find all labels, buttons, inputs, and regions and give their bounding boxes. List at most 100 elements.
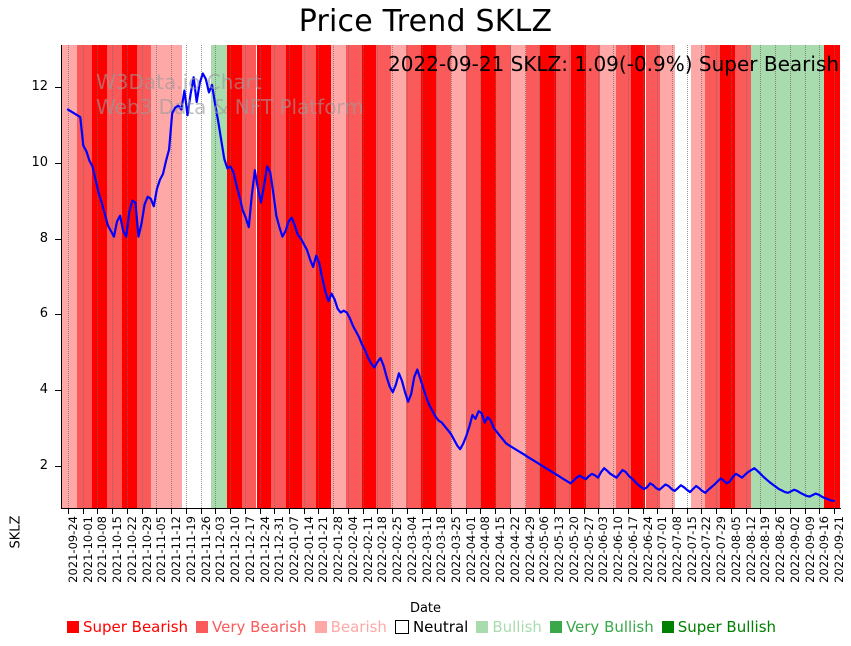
x-axis-tick-mark — [421, 509, 423, 514]
x-axis-tick-label: 2022-08-19 — [758, 516, 773, 583]
y-axis-tick-label: 10 — [31, 154, 48, 170]
x-axis-tick-mark — [362, 509, 364, 514]
gridline — [834, 45, 835, 508]
gridline — [819, 45, 821, 508]
y-axis-tick-label: 4 — [39, 382, 48, 398]
x-axis-tick-label: 2021-11-05 — [154, 516, 169, 583]
legend-item[interactable]: Very Bearish — [196, 618, 307, 636]
gridline — [215, 45, 217, 508]
gridline — [671, 45, 673, 508]
x-axis-tick-mark — [642, 509, 644, 514]
x-axis-tick-mark — [583, 509, 585, 514]
x-axis-tick-label: 2021-11-19 — [183, 516, 198, 583]
sentiment-band — [151, 45, 168, 508]
x-axis-tick-label: 2021-10-08 — [95, 516, 110, 583]
gridline — [760, 45, 762, 508]
gridline — [156, 45, 158, 508]
x-axis-tick-mark — [97, 509, 99, 514]
y-axis-tick-mark — [55, 466, 61, 468]
x-axis-tick-label: 2022-09-02 — [787, 516, 802, 583]
vertical-gridlines — [62, 45, 840, 508]
gridline — [274, 45, 276, 508]
gridline — [627, 45, 629, 508]
legend-swatch-icon — [476, 621, 489, 633]
x-axis-tick-label: 2022-06-10 — [611, 516, 626, 583]
gridline — [613, 45, 615, 508]
x-axis-tick-mark — [495, 509, 497, 514]
x-axis-tick-label: 2022-05-27 — [581, 516, 596, 583]
x-axis-tick-mark — [613, 509, 615, 514]
x-axis-tick-mark — [171, 509, 173, 514]
x-axis-tick-mark — [451, 509, 452, 514]
y-axis-tick-label: 6 — [39, 306, 48, 322]
gridline — [730, 45, 732, 508]
x-axis-tick-label: 2022-08-12 — [743, 516, 758, 583]
gridline — [701, 45, 703, 508]
sentiment-band — [750, 45, 766, 508]
gridline — [789, 45, 791, 508]
legend-item[interactable]: Neutral — [394, 618, 468, 636]
x-axis-tick-mark — [627, 509, 629, 514]
sentiment-band — [615, 45, 631, 508]
x-axis-tick-label: 2021-12-31 — [272, 516, 287, 583]
y-axis-tick-mark — [55, 314, 61, 316]
gridline — [583, 45, 585, 508]
gridline — [68, 45, 69, 508]
gridline — [451, 45, 452, 508]
legend-label: Very Bearish — [212, 618, 307, 636]
x-axis-tick-label: 2022-01-28 — [331, 516, 346, 583]
x-axis-tick-label: 2022-07-22 — [699, 516, 714, 583]
sentiment-band — [480, 45, 497, 508]
legend-item[interactable]: Bearish — [314, 618, 387, 636]
y-axis-tick-mark — [55, 238, 61, 240]
legend-swatch-icon — [394, 620, 409, 634]
y-axis-label: SKLZ — [8, 515, 24, 549]
x-axis-tick-mark — [288, 509, 290, 514]
sentiment-band — [645, 45, 661, 508]
x-axis-tick-mark — [185, 509, 187, 514]
x-axis-tick-label: 2021-12-24 — [257, 516, 272, 583]
legend-item[interactable]: Very Bullish — [549, 618, 654, 636]
sentiment-band — [91, 45, 108, 508]
x-axis-tick-mark — [377, 509, 379, 514]
legend-item[interactable]: Bullish — [476, 618, 542, 636]
x-axis-tick-label: 2022-08-26 — [773, 516, 788, 583]
latest-quote-annotation: 2022-09-21 SKLZ: 1.09(-0.9%) Super Beari… — [388, 52, 839, 76]
y-axis-tick-mark — [55, 86, 61, 88]
legend-label: Bearish — [330, 618, 387, 636]
x-axis-tick-label: 2021-09-24 — [66, 516, 80, 583]
x-axis-tick-mark — [82, 509, 84, 514]
x-axis-tick-mark — [671, 509, 673, 514]
x-axis-tick-mark — [686, 509, 688, 514]
x-axis-tick-label: 2022-03-25 — [449, 516, 463, 583]
x-axis-tick-label: 2022-06-24 — [640, 516, 655, 583]
legend-item[interactable]: Super Bullish — [661, 618, 776, 636]
x-axis-tick-label: 2022-04-29 — [522, 516, 537, 583]
gridline — [657, 45, 659, 508]
sentiment-band — [121, 45, 137, 508]
sentiment-band — [794, 45, 811, 508]
gridline — [244, 45, 246, 508]
x-axis-tick-label: 2022-02-11 — [360, 516, 375, 583]
sentiment-band — [540, 45, 557, 508]
x-axis-tick-mark — [230, 509, 232, 514]
x-axis-tick-label: 2022-02-04 — [345, 516, 360, 583]
x-axis-tick-label: 2021-12-17 — [242, 516, 257, 583]
gridline — [406, 45, 408, 508]
legend-item[interactable]: Super Bearish — [66, 618, 188, 636]
y-axis-tick-mark — [55, 390, 61, 392]
sentiment-band — [585, 45, 601, 508]
x-axis-tick-mark — [804, 509, 806, 514]
sentiment-band — [510, 45, 526, 508]
gridline — [288, 45, 290, 508]
x-axis-tick-mark — [436, 509, 438, 514]
legend-swatch-icon — [66, 621, 79, 633]
gridline — [141, 45, 143, 508]
gridline — [804, 45, 806, 508]
sentiment-band — [391, 45, 406, 508]
plot-area[interactable] — [62, 45, 840, 508]
sentiment-band — [556, 45, 571, 508]
x-axis-tick-mark — [509, 509, 511, 514]
gridline — [82, 45, 84, 508]
